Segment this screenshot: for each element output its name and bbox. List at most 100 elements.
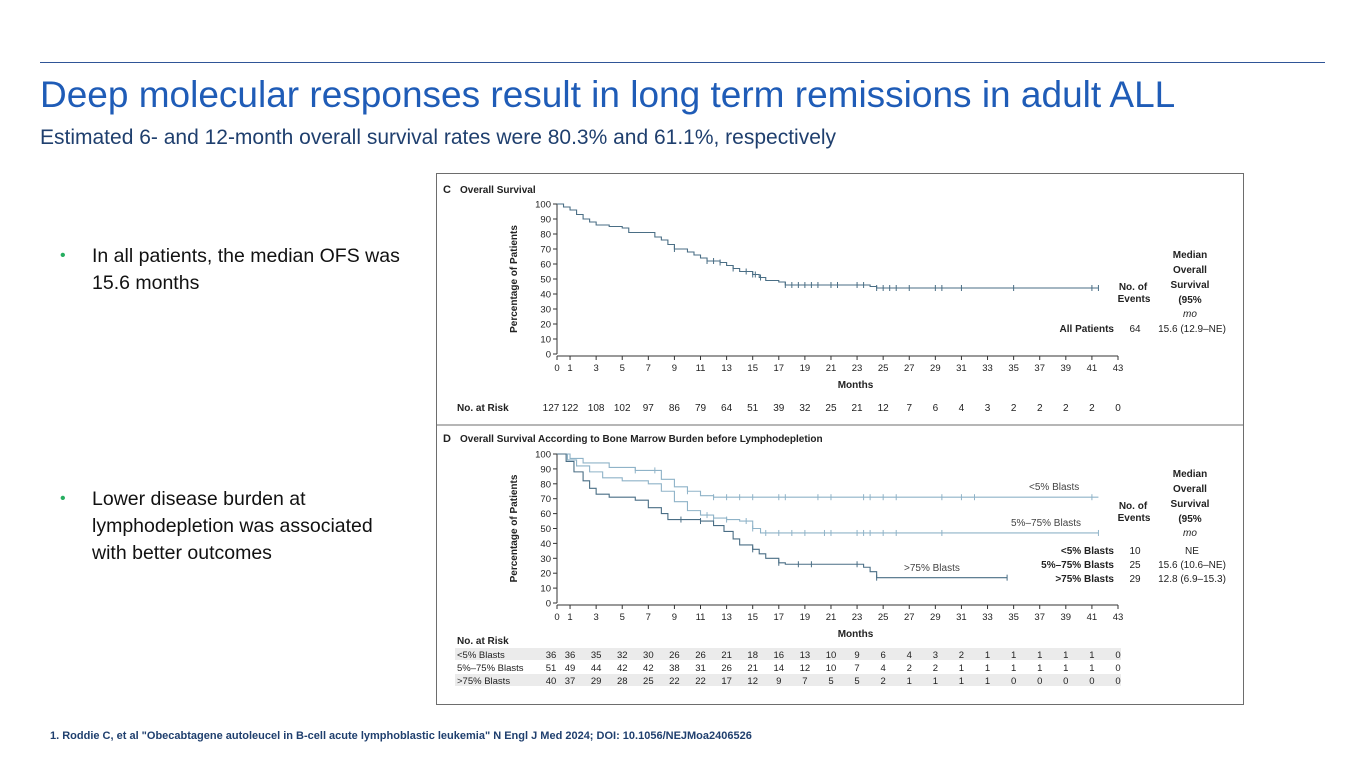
risk-table-value: 7 xyxy=(802,676,807,687)
legend-header-unit: mo xyxy=(1183,528,1197,539)
risk-table-value: 32 xyxy=(617,650,628,661)
survival-curve xyxy=(557,203,1099,289)
risk-table-value: 10 xyxy=(826,650,837,661)
risk-table-value: 37 xyxy=(565,676,576,687)
risk-table-value: 0 xyxy=(1115,676,1120,687)
legend-series-name: All Patients xyxy=(1060,324,1115,335)
risk-table-value: 10 xyxy=(826,663,837,674)
x-tick-label: 21 xyxy=(826,612,837,623)
risk-table-value: 39 xyxy=(773,403,785,414)
risk-table-value: 12 xyxy=(747,676,758,687)
y-tick-label: 70 xyxy=(540,245,551,256)
risk-table-value: 2 xyxy=(881,676,886,687)
bullet-text: In all patients, the median OFS was 15.6… xyxy=(92,245,400,294)
risk-table-value: 2 xyxy=(1011,403,1017,414)
reference-citation: 1. Roddie C, et al "Obecabtagene autoleu… xyxy=(50,730,752,742)
legend-series-median: 12.8 (6.9–15.3) xyxy=(1158,574,1226,585)
x-tick-label: 0 xyxy=(554,363,559,374)
legend-series-name: 5%–75% Blasts xyxy=(1041,560,1114,571)
legend-header-events: No. of xyxy=(1119,501,1148,512)
survival-figure: C Overall Survival 0 10 20 30 40 50 60 70 80 90 100 P… xyxy=(436,173,1244,705)
risk-table-value: 7 xyxy=(906,403,912,414)
legend-series-median: 15.6 (10.6–NE) xyxy=(1158,560,1226,571)
risk-table-value: 1 xyxy=(1037,650,1042,661)
x-tick-label: 9 xyxy=(672,612,677,623)
x-tick-label: 0 xyxy=(554,612,559,623)
risk-table-value: 122 xyxy=(562,403,579,414)
x-tick-label: 23 xyxy=(852,363,863,374)
risk-table-value: 51 xyxy=(747,403,759,414)
risk-table-value: 35 xyxy=(591,650,602,661)
x-tick-label: 7 xyxy=(646,612,651,623)
legend-header-median: Overall xyxy=(1173,265,1207,276)
x-tick-label: 35 xyxy=(1008,612,1019,623)
legend-header-median: (95% xyxy=(1178,295,1201,306)
risk-table-value: 51 xyxy=(546,663,557,674)
risk-table-value: 44 xyxy=(591,663,602,674)
risk-table-value: 4 xyxy=(881,663,886,674)
risk-table-value: 1 xyxy=(959,676,964,687)
legend-series-name: >75% Blasts xyxy=(1055,574,1114,585)
x-tick-label: 41 xyxy=(1087,612,1098,623)
x-tick-label: 33 xyxy=(982,612,993,623)
risk-table-value: 26 xyxy=(695,650,706,661)
risk-table-value: 4 xyxy=(907,650,912,661)
risk-table-value: 42 xyxy=(643,663,654,674)
x-tick-label: 43 xyxy=(1113,363,1124,374)
y-tick-label: 90 xyxy=(540,464,551,475)
risk-table-value: 4 xyxy=(959,403,965,414)
risk-table-value: 30 xyxy=(643,650,654,661)
risk-table-row-bg xyxy=(455,661,1121,673)
x-tick-label: 5 xyxy=(620,612,625,623)
chart-title: Overall Survival xyxy=(460,185,536,196)
y-tick-label: 10 xyxy=(540,335,551,346)
risk-table-value: 2 xyxy=(1089,403,1095,414)
x-tick-label: 31 xyxy=(956,363,967,374)
slide-subtitle: Estimated 6- and 12-month overall surviv… xyxy=(40,126,837,149)
risk-table-value: 25 xyxy=(825,403,837,414)
risk-table-value: 12 xyxy=(800,663,811,674)
x-tick-label: 35 xyxy=(1008,363,1019,374)
x-tick-label: 41 xyxy=(1087,363,1098,374)
bullet-dot-icon: • xyxy=(60,247,66,264)
risk-table-value: 102 xyxy=(614,403,631,414)
x-tick-label: 23 xyxy=(852,612,863,623)
legend-series-events: 25 xyxy=(1129,560,1141,571)
legend-header-median: (95% xyxy=(1178,514,1201,525)
risk-table-header: No. at Risk xyxy=(457,636,509,647)
x-tick-label: 1 xyxy=(567,363,572,374)
bullet-item: • Lower disease burden at lymphodepletio… xyxy=(60,486,405,567)
x-tick-label: 13 xyxy=(721,363,732,374)
risk-table-value: 0 xyxy=(1063,676,1068,687)
risk-table-value: 18 xyxy=(747,650,758,661)
risk-table-value: 17 xyxy=(721,676,732,687)
y-tick-label: 20 xyxy=(540,320,551,331)
y-tick-label: 40 xyxy=(540,290,551,301)
y-tick-label: 0 xyxy=(546,350,551,361)
risk-table-value: 1 xyxy=(959,663,964,674)
legend-series-events: 10 xyxy=(1129,546,1141,557)
y-tick-label: 60 xyxy=(540,509,551,520)
risk-table-value: 16 xyxy=(774,650,785,661)
risk-table-value: 25 xyxy=(643,676,654,687)
y-tick-label: 50 xyxy=(540,275,551,286)
x-tick-label: 39 xyxy=(1061,612,1072,623)
risk-table-value: 2 xyxy=(1037,403,1043,414)
x-tick-label: 19 xyxy=(800,612,811,623)
risk-table-value: 38 xyxy=(669,663,680,674)
header-rule xyxy=(40,62,1325,63)
x-tick-label: 37 xyxy=(1034,363,1045,374)
chart-title: Overall Survival According to Bone Marro… xyxy=(460,434,823,445)
risk-table-value: 29 xyxy=(591,676,602,687)
risk-table-value: 3 xyxy=(985,403,991,414)
risk-table-value: 1 xyxy=(1011,663,1016,674)
survival-curve xyxy=(557,453,1008,579)
bullet-text: Lower disease burden at lymphodepletion … xyxy=(92,488,373,564)
y-tick-label: 60 xyxy=(540,260,551,271)
risk-table-value: 13 xyxy=(800,650,811,661)
y-tick-label: 0 xyxy=(546,599,551,610)
x-tick-label: 13 xyxy=(721,612,732,623)
legend-series-name: <5% Blasts xyxy=(1061,546,1115,557)
curve-label: 5%–75% Blasts xyxy=(1011,518,1081,529)
risk-table-value: 64 xyxy=(721,403,733,414)
